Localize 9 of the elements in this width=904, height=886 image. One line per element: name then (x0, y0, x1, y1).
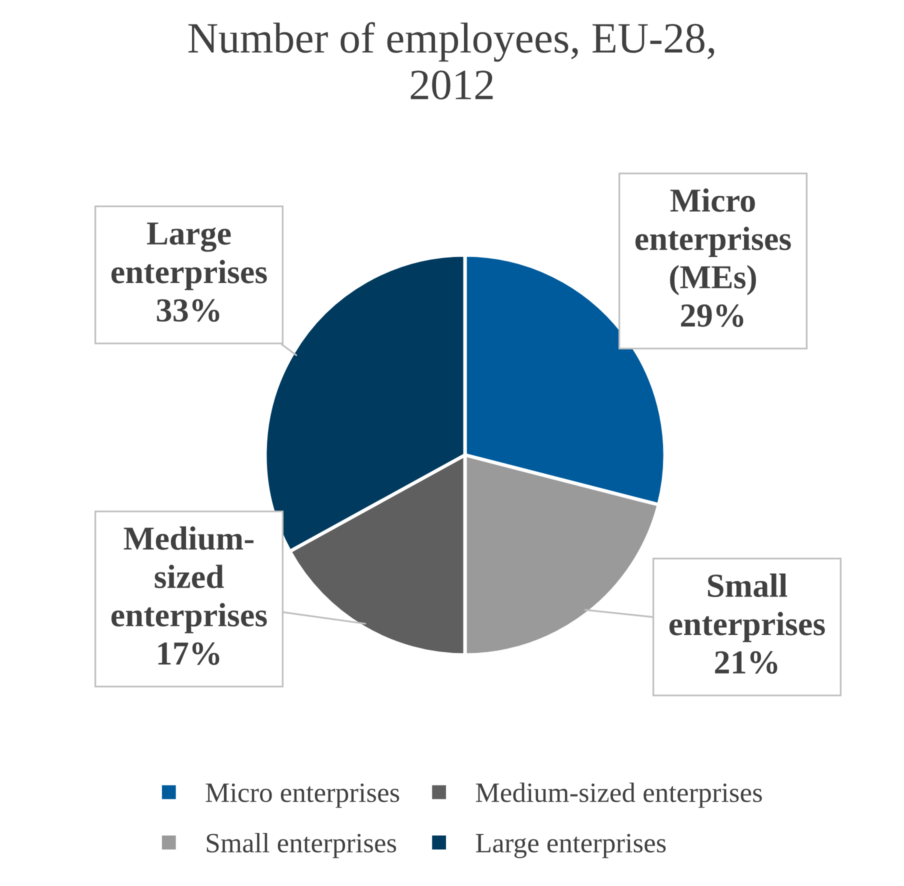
legend-label: Small enterprises (206, 832, 396, 858)
data-label: Micro enterprises (MEs) 29% (635, 188, 791, 327)
chart-title: Number of employees, EU-28, 2012 (188, 22, 714, 100)
legend-label: Micro enterprises (206, 783, 400, 808)
data-label: Medium- sized enterprises 17% (111, 526, 267, 665)
legend-label: Large enterprises (476, 834, 666, 858)
data-label: Large enterprises 33% (111, 222, 267, 322)
data-label: Small enterprises 21% (669, 574, 825, 674)
legend-label: Medium-sized enterprises (476, 782, 762, 808)
